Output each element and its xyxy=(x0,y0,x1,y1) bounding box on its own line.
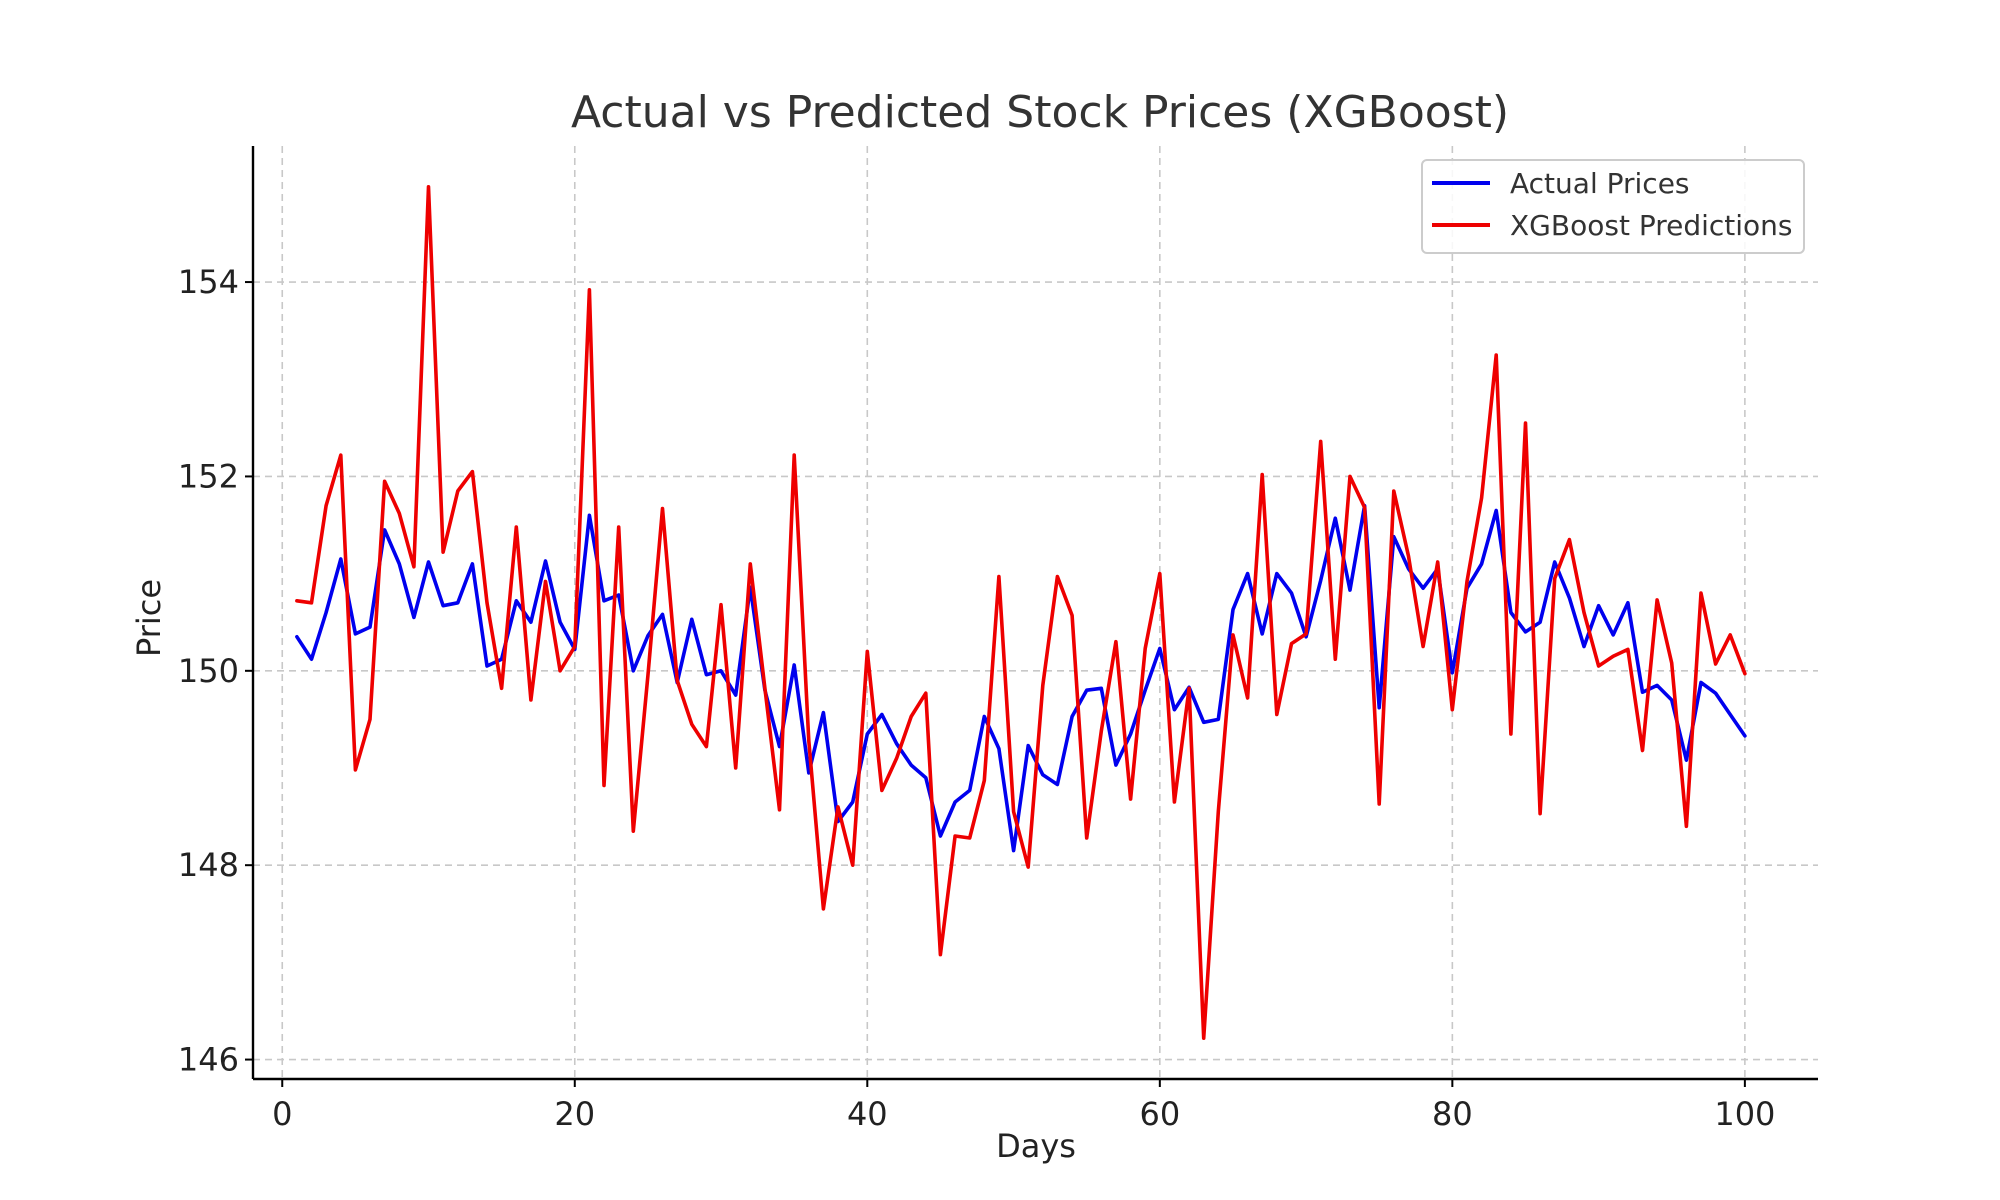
series-line-xgboost-predictions xyxy=(295,185,1747,1040)
y-tick-label: 146 xyxy=(178,1041,239,1079)
y-tick-label: 150 xyxy=(178,652,239,690)
y-tick-label: 152 xyxy=(178,457,239,495)
x-tick-label: 60 xyxy=(1139,1095,1180,1133)
x-tick-label: 40 xyxy=(847,1095,888,1133)
chart-title: Actual vs Predicted Stock Prices (XGBoos… xyxy=(571,87,1509,138)
x-tick-label: 20 xyxy=(554,1095,595,1133)
axes xyxy=(245,146,1818,1087)
y-tick-label: 154 xyxy=(178,263,239,301)
x-axis-label: Days xyxy=(996,1127,1076,1165)
series-lines xyxy=(295,185,1747,1040)
legend-label-predictions: XGBoost Predictions xyxy=(1510,209,1793,242)
x-tick-label: 100 xyxy=(1714,1095,1775,1133)
legend-label-actual: Actual Prices xyxy=(1510,167,1690,200)
x-tick-label: 80 xyxy=(1432,1095,1473,1133)
legend: Actual Prices XGBoost Predictions xyxy=(1421,159,1805,254)
grid xyxy=(253,146,1818,1079)
tick-labels: 0 20 40 60 80 100 146 148 150 152 154 xyxy=(178,263,1775,1133)
legend-box xyxy=(1421,159,1805,254)
y-tick-label: 148 xyxy=(178,846,239,884)
x-tick-label: 0 xyxy=(272,1095,292,1133)
y-axis-label: Price xyxy=(130,579,168,657)
